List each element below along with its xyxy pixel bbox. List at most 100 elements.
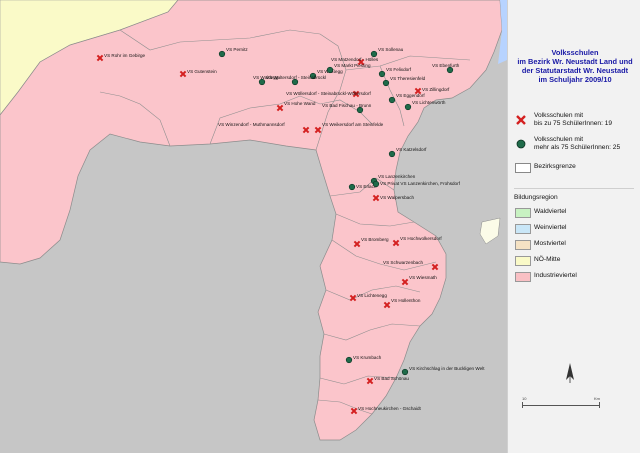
school-marker[interactable]: VS Theresienfeld <box>382 76 426 87</box>
scale-start: 10 <box>522 396 527 401</box>
x-cross-icon <box>414 87 422 95</box>
map-area[interactable]: VS Rohr im Gebirge VS Pernitz VS Gutenstei… <box>0 0 507 453</box>
school-marker[interactable]: VS Kirchschlag in der Buckligen Welt <box>401 366 485 376</box>
green-dot-icon <box>309 72 317 80</box>
school-marker[interactable]: VS Eggendorf <box>388 93 425 104</box>
school-label: VS Hohe Wand <box>284 101 316 106</box>
x-cross-icon <box>350 407 358 415</box>
school-label: VS Lichtenwörth <box>412 100 446 105</box>
x-cross-icon <box>401 278 409 286</box>
scale-end: Km <box>594 396 600 401</box>
school-label: VS Sollenau <box>378 47 404 52</box>
green-dot-icon <box>345 356 353 364</box>
school-label: VS Zillingdorf <box>422 87 450 92</box>
legend-divider <box>514 188 634 189</box>
green-dot-icon <box>348 183 356 191</box>
x-cross-icon <box>314 126 322 134</box>
school-marker[interactable]: VS Schwarzenbach <box>383 260 439 271</box>
x-cross-icon <box>276 104 284 112</box>
school-marker[interactable]: VS Katzelsdorf <box>388 147 427 158</box>
school-label: VS Lichtenegg <box>357 293 387 298</box>
green-dot-icon <box>356 106 364 114</box>
school-marker[interactable]: VS Hochwolkersdorf <box>392 236 442 247</box>
school-marker[interactable]: VS Bromberg <box>353 237 389 248</box>
green-dot-icon <box>388 150 396 158</box>
school-label: VS Winzendorf - Muthmannsdorf <box>218 122 285 127</box>
school-marker[interactable]: VS Waldegg <box>253 75 299 86</box>
school-marker[interactable]: VS Bad Fischau - Brunn <box>322 103 372 114</box>
scale-bar <box>522 402 600 408</box>
green-dot-icon <box>446 66 454 74</box>
x-cross-icon <box>302 126 310 134</box>
school-marker[interactable]: VS Matzendorf - Hölles <box>331 57 379 66</box>
school-marker[interactable]: VS Zillingdorf <box>414 87 450 95</box>
noe-mitte-label: NÖ-Mitte <box>534 256 561 263</box>
title-line: der Statutarstadt Wr. Neustadt <box>521 66 629 75</box>
region-header: Bildungsregion <box>514 194 558 201</box>
mostviertel-label: Mostviertel <box>534 240 566 247</box>
map-canvas: VS Rohr im Gebirge VS Pernitz VS Gutenstei… <box>0 0 507 441</box>
school-marker[interactable]: VS Weikersdorf am Steinfelde <box>314 122 384 134</box>
green-dot-icon <box>404 103 412 111</box>
school-marker[interactable]: VS Markt Piesting <box>326 63 371 74</box>
school-label: VS Hochneukirchen - Gschaidt <box>358 406 422 411</box>
school-marker[interactable]: VS Rohr im Gebirge <box>96 53 146 62</box>
school-label: VS Bad Schönau <box>374 376 409 381</box>
legend-large-line2: mehr als 75 SchülerInnen: 25 <box>534 144 621 151</box>
legend-small-line1: Volksschulen mit <box>534 112 584 119</box>
school-marker[interactable]: VS Walpersbach <box>372 194 414 202</box>
school-marker[interactable]: VS Privat VS Lanzenkirchen, Frohsdorf <box>372 180 461 188</box>
school-marker[interactable]: VS Wiesmath <box>401 275 437 286</box>
school-marker[interactable]: VS Pernitz <box>218 47 248 58</box>
x-cross-icon <box>366 377 374 385</box>
green-dot-icon <box>291 78 299 86</box>
water-area <box>498 0 507 64</box>
legend-panel: Volksschulen im Bezirk Wr. Neustadt Land… <box>507 0 640 453</box>
industrieviertel-label: Industrieviertel <box>534 272 577 279</box>
x-cross-icon <box>383 301 391 309</box>
title-line: im Schuljahr 2009/10 <box>538 75 612 84</box>
industrieviertel-swatch <box>515 272 531 282</box>
school-marker[interactable]: VS Ebenfurth <box>432 63 460 74</box>
x-cross-icon <box>516 115 526 125</box>
green-dot-icon <box>258 78 266 86</box>
school-label: VS Pernitz <box>226 47 248 52</box>
x-cross-icon <box>349 294 357 302</box>
school-marker[interactable]: VS Felixdorf <box>378 67 412 78</box>
title-line: im Bezirk Wr. Neustadt Land und <box>517 57 633 66</box>
school-marker[interactable]: VS Bad Schönau <box>366 376 409 385</box>
green-dot-icon <box>382 79 390 87</box>
school-marker[interactable]: VS Wöllersdorf - Steinabrückl-Wöllersdor… <box>286 90 371 98</box>
school-marker[interactable]: VS Erlach <box>348 183 377 191</box>
school-label: VS Waltersdorf - Steinabrückl <box>266 75 326 80</box>
school-label: VS Wiesmath <box>409 275 437 280</box>
school-marker[interactable]: VS Lichtenwörth <box>404 100 446 111</box>
school-marker[interactable]: VS Winzendorf - Muthmannsdorf <box>218 122 310 134</box>
legend-border-label: Bezirksgrenze <box>534 163 576 170</box>
school-marker[interactable]: VS Krumbach <box>345 355 382 364</box>
school-marker[interactable]: VS Sollenau <box>370 47 404 58</box>
school-marker[interactable]: VS Hollenthon <box>383 298 421 309</box>
school-label: VS Katzelsdorf <box>396 147 427 152</box>
school-label: VS Rohr im Gebirge <box>104 53 146 58</box>
school-label: VS Krumbach <box>353 355 382 360</box>
x-cross-icon <box>179 70 187 78</box>
school-label: VS Hochwolkersdorf <box>400 236 442 241</box>
x-cross-icon <box>372 194 380 202</box>
school-label: VS Wöllersdorf - Steinabrückl-Wöllersdor… <box>286 91 371 96</box>
green-dot-icon <box>370 50 378 58</box>
school-label: VS Lanzenkirchen <box>378 174 416 179</box>
school-label: VS Kirchschlag in der Buckligen Welt <box>409 366 485 371</box>
school-marker[interactable]: VS Hohe Wand <box>276 101 316 112</box>
school-label: VS Ebenfurth <box>432 63 460 68</box>
school-marker[interactable]: VS Waltersdorf - Steinabrückl <box>258 75 326 86</box>
school-label: VS Walpersbach <box>380 195 414 200</box>
title-line: Volksschulen <box>551 48 599 57</box>
weinviertel-swatch <box>515 224 531 234</box>
x-cross-icon <box>96 54 104 62</box>
school-marker[interactable]: VS Hochneukirchen - Gschaidt <box>350 406 422 415</box>
school-marker[interactable]: VS Lichtenegg <box>349 293 387 302</box>
x-cross-icon <box>357 58 365 66</box>
x-cross-icon <box>431 263 439 271</box>
school-marker[interactable]: VS Gutenstein <box>179 69 217 78</box>
